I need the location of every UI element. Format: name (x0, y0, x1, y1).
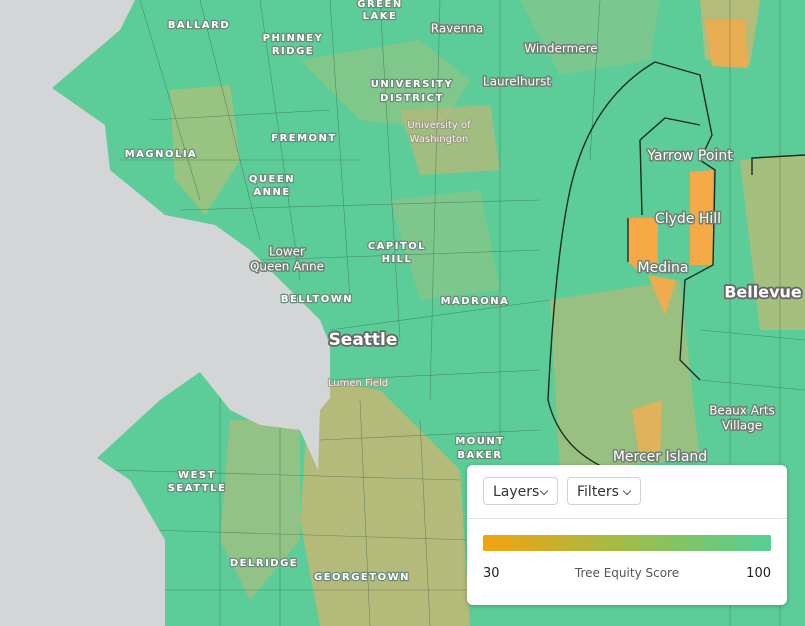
place-label: GEORGETOWN (314, 572, 410, 583)
water (0, 0, 330, 626)
place-label: WEST (178, 470, 216, 481)
color-scale (483, 535, 771, 551)
place-label: DISTRICT (380, 93, 444, 104)
place-label: Lower (269, 245, 305, 259)
tract-lines (109, 0, 805, 626)
place-label: FREMONT (271, 133, 337, 144)
place-label: BALLARD (168, 20, 230, 31)
place-label: University of (407, 120, 471, 131)
layers-button[interactable]: Layers (483, 477, 558, 505)
place-label: QUEEN (249, 174, 295, 185)
scale-min: 30 (483, 566, 500, 581)
place-label: DELRIDGE (230, 558, 298, 569)
place-label: Bellevue (724, 283, 802, 302)
place-label: Ravenna (431, 22, 483, 36)
place-label: RIDGE (272, 46, 314, 57)
place-label: HILL (382, 254, 413, 265)
place-label: Laurelhurst (483, 75, 551, 89)
place-label: MOUNT (455, 436, 504, 447)
place-label: Clyde Hill (655, 211, 721, 227)
place-label: Yarrow Point (646, 148, 733, 164)
place-label: Medina (638, 260, 689, 276)
place-label: MADRONA (441, 296, 510, 307)
place-label: GREEN (357, 0, 402, 10)
place-label: MAGNOLIA (125, 149, 198, 160)
place-label: ANNE (253, 187, 290, 198)
boundaries (547, 61, 805, 471)
place-label: UNIVERSITY (371, 79, 453, 90)
filters-button[interactable]: Filters (567, 477, 641, 505)
scale-title: Tree Equity Score (574, 566, 680, 580)
place-label: BELLTOWN (281, 294, 353, 305)
legend-panel: Layers Filters 30 Tree Equity Score 100 (467, 465, 787, 605)
place-labels: GREEN LAKE BALLARD PHINNEY RIDGE Ravenna… (123, 0, 803, 584)
place-label: Washington (410, 134, 469, 145)
place-label: Mercer Island (613, 449, 707, 465)
place-label: Queen Anne (250, 260, 324, 274)
place-label: Beaux Arts (709, 404, 775, 418)
place-label: Lumen Field (328, 378, 388, 389)
place-label: SEATTLE (168, 483, 227, 494)
place-label: Windermere (524, 42, 597, 56)
place-label: LAKE (363, 11, 398, 22)
scale-max: 100 (746, 566, 771, 581)
place-label: BAKER (457, 450, 502, 461)
place-label: Seattle (329, 330, 398, 350)
place-label: Village (722, 419, 762, 433)
place-label: CAPITOL (368, 241, 426, 252)
place-label: PHINNEY (263, 33, 324, 44)
divider (467, 518, 787, 519)
